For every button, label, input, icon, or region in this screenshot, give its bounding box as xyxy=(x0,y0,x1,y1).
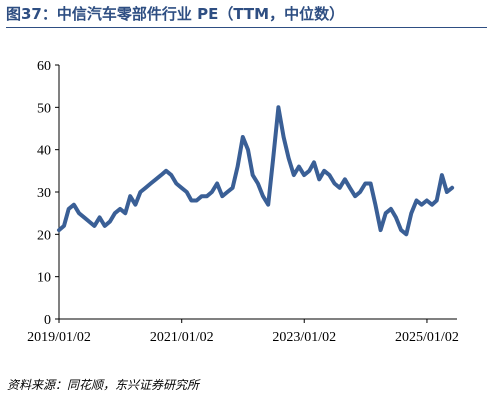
y-tick-label: 0 xyxy=(44,313,51,328)
x-tick-label: 2019/01/02 xyxy=(27,330,91,345)
y-tick-label: 50 xyxy=(37,101,51,116)
y-tick-label: 10 xyxy=(37,271,51,286)
x-tick-label: 2023/01/02 xyxy=(272,330,336,345)
x-tick-label: 2021/01/02 xyxy=(150,330,214,345)
source-note: 资料来源：同花顺，东兴证券研究所 xyxy=(7,378,200,392)
y-tick-label: 30 xyxy=(37,186,51,201)
y-tick-label: 40 xyxy=(37,144,51,159)
x-tick-label: 2025/01/02 xyxy=(395,330,459,345)
pe-line-chart: 0 10 20 30 40 50 60 2019/01/02 2021/01/02 2023/0… xyxy=(27,59,459,345)
y-tick-label: 20 xyxy=(37,228,51,243)
chart-title: 图37：中信汽车零部件行业 PE（TTM，中位数） xyxy=(6,5,345,23)
pe-series-line xyxy=(57,105,455,237)
title-rule xyxy=(6,27,487,28)
y-tick-label: 60 xyxy=(37,59,51,74)
